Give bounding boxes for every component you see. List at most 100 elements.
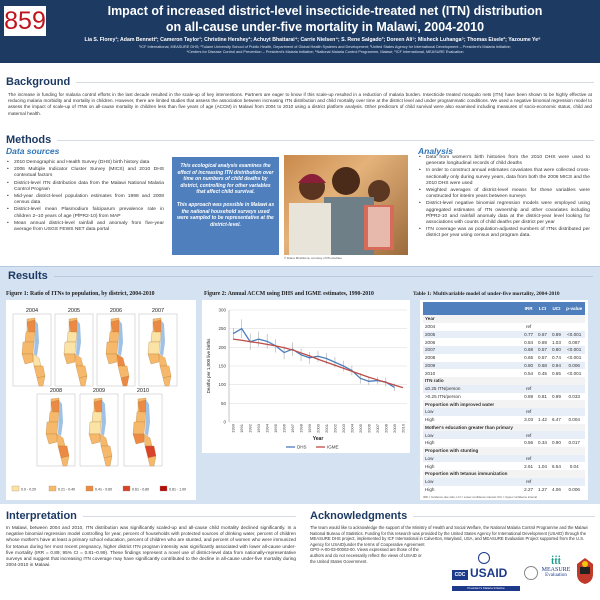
- table-cell: 2.61: [524, 463, 534, 469]
- legend-label: DHS: [297, 445, 307, 450]
- table-cell: High: [425, 486, 435, 492]
- pmi-banner: President's Malaria Initiative: [452, 586, 520, 591]
- regression-table: IRR LCI UCI p-value Year 2004 ref 2005 0.77 0.67 0…: [423, 302, 585, 493]
- table-cell: 0.006: [563, 361, 585, 370]
- measure-evaluation-logo: ṫṫṫ MEASURE Evaluation: [540, 556, 572, 578]
- table-cell: 0.89: [549, 330, 564, 339]
- data-point: [309, 357, 310, 359]
- table-cell: <0.001: [567, 355, 582, 361]
- table-cell: Low: [423, 454, 522, 463]
- table-section-row: Proportion with tetanus immunization: [423, 470, 585, 478]
- table-cell: [535, 431, 550, 439]
- table-cell: 0.84: [524, 339, 534, 345]
- table-cell: ref: [521, 477, 536, 486]
- table-cell: [535, 454, 550, 463]
- table-cell: 0.67: [535, 330, 550, 339]
- district-map-2006: 2006: [96, 308, 136, 387]
- table-cell: 0.81: [538, 393, 547, 399]
- data-point: [258, 338, 260, 340]
- table-cell: [563, 377, 585, 385]
- x-axis-label: Year: [313, 436, 324, 442]
- table-cell: <0.001: [563, 330, 585, 339]
- table-cell: 0.033: [568, 393, 580, 399]
- table-cell: 0.74: [551, 355, 561, 361]
- table-cell: ref: [521, 384, 536, 393]
- table-cell: 0.65: [551, 370, 561, 376]
- map-year-label: 2004: [26, 308, 38, 314]
- data-point: [334, 364, 336, 366]
- table-cell: 0.68: [535, 361, 550, 370]
- table-cell: ref: [521, 454, 536, 463]
- data-point: [351, 370, 353, 372]
- x-tick-label: 2002: [332, 423, 337, 433]
- column-header: UCI: [549, 302, 564, 315]
- legend-swatch: [11, 485, 20, 492]
- table-cell: 2.27: [524, 486, 534, 492]
- figure1-title: Figure 1: Ratio of ITNs to population, b…: [6, 291, 155, 297]
- legend-swatch: [48, 485, 57, 492]
- divider: [53, 275, 593, 277]
- table-row: ≤0.25 ITN/person ref: [423, 384, 585, 393]
- district-region: [63, 353, 76, 365]
- district-map-2004: 2004: [12, 308, 52, 387]
- acknowledgments-disclaimer: GPO-A-00-03-00003-00. Views expressed ar…: [310, 547, 422, 564]
- figure2-panel: 0 50 100 150 200 250 300 1990 1991 1992 1993 1994 19…: [202, 300, 410, 453]
- table-cell: 4.06: [551, 486, 561, 492]
- data-sources-heading: Data sources: [6, 146, 60, 156]
- district-region: [45, 421, 59, 435]
- table-row: >0.25 ITN/person 0.89 0.81 0.99 0.033: [423, 393, 585, 401]
- header-text-stack: Impact of increased district-level insec…: [50, 3, 600, 55]
- figure1-maps: 2004 2005 2006 2007 2008 2009 2010 0.0 - 0.20 0.…: [11, 308, 186, 492]
- table-row: Low ref: [423, 477, 585, 486]
- x-tick-label: 1998: [299, 423, 304, 433]
- callout-text-2: This approach was possible in Malawi as …: [176, 201, 275, 228]
- table-cell: 0.57: [538, 355, 547, 361]
- table-cell: Low: [423, 431, 522, 439]
- column-header: LCI: [535, 302, 550, 315]
- analysis-heading: Analysis: [418, 146, 453, 156]
- table-row: High 2.27 1.27 4.06 0.006: [423, 486, 585, 494]
- lake-malawi: [118, 320, 123, 356]
- table-row: 2007 0.68 0.57 0.80 <0.001: [423, 346, 585, 354]
- x-tick-label: 2001: [324, 423, 329, 433]
- divider: [57, 139, 594, 141]
- table-cell: 0.90: [551, 440, 561, 446]
- acknowledgments-section: Acknowledgments The team would like to a…: [310, 510, 595, 564]
- photo-illustration: [289, 167, 394, 255]
- district-region: [45, 433, 58, 445]
- column-header: p-value: [563, 302, 585, 315]
- table-cell: [563, 431, 585, 439]
- data-point: [241, 339, 243, 341]
- x-tick-label: 2009: [392, 423, 397, 433]
- data-point: [232, 338, 234, 340]
- authors: Lia S. Florey¹; Adam Bennett²; Cameron T…: [84, 37, 541, 43]
- table-cell: ref: [521, 431, 536, 439]
- poster-number: 859: [4, 6, 46, 36]
- table-cell: [535, 423, 550, 432]
- x-tick-label: 2004: [349, 423, 354, 433]
- x-tick-label: 2010: [400, 423, 405, 433]
- data-point: [317, 355, 319, 357]
- data-point: [326, 361, 327, 363]
- table-cell: Low: [423, 408, 522, 416]
- table-cell: [535, 408, 550, 416]
- table-section-row: Mother's education greater than primary: [423, 423, 585, 432]
- table-row: 2005 0.77 0.67 0.89 <0.001: [423, 330, 585, 339]
- table-cell: [549, 377, 564, 385]
- district-region: [21, 353, 34, 365]
- table-cell: 0.68: [521, 346, 536, 354]
- affiliations-line-2: ⁴Centers for Disease Control and Prevent…: [186, 50, 464, 54]
- table-cell: [549, 408, 564, 416]
- table-section-row: ITN ratio: [423, 377, 585, 385]
- legend-label: 0.61 - 0.80: [132, 488, 149, 492]
- table-footnote: IRR = Incidence rate ratio; LCI = Lower …: [423, 495, 537, 500]
- list-item: Data from women's birth histories from t…: [418, 155, 590, 167]
- table-header-row: IRR LCI UCI p-value: [423, 302, 585, 315]
- table-cell: 1.27: [538, 486, 547, 492]
- district-region: [60, 455, 70, 467]
- table-cell: High: [425, 440, 435, 446]
- data-sources-list: 2010 Demographic and Health Survey (DHS)…: [6, 160, 164, 234]
- map-year-label: 2009: [93, 388, 105, 394]
- x-tick-label: 1995: [273, 423, 278, 433]
